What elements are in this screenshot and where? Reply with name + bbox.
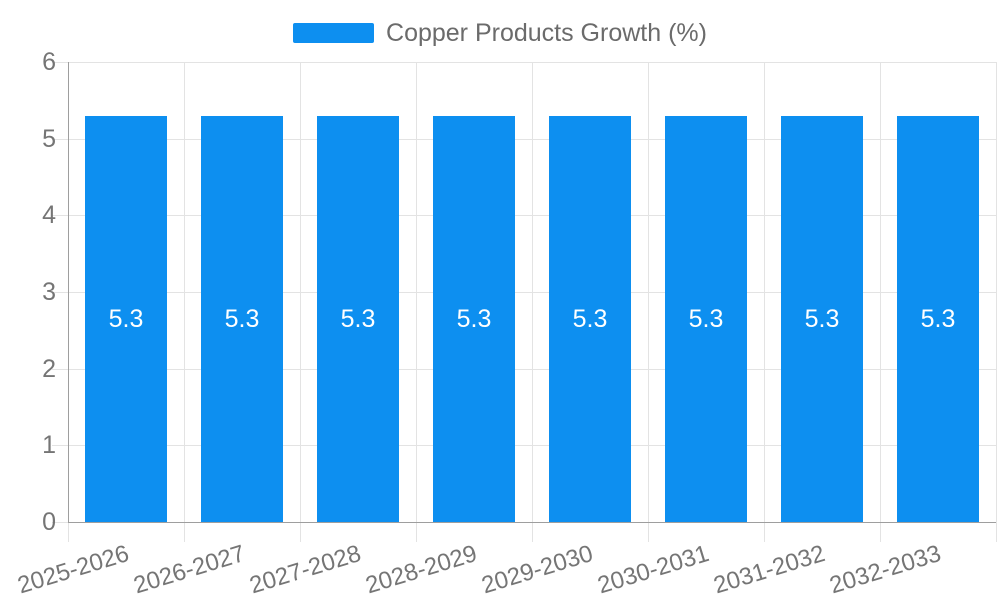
y-axis-tick [52,292,68,293]
x-axis-tick [68,522,69,542]
y-tick-label: 2 [42,354,56,383]
y-tick-label: 0 [42,508,56,536]
x-axis-tick [184,522,185,542]
gridline-vertical [416,62,417,522]
y-axis-line [68,62,69,522]
x-axis-tick [300,522,301,542]
bar[interactable] [433,115,515,522]
y-axis-tick [52,522,68,523]
gridline-vertical [648,62,649,522]
legend-swatch [293,23,375,43]
x-axis-tick [880,522,881,542]
gridline-vertical [300,62,301,522]
x-axis-tick [532,522,533,542]
x-axis-line [68,522,996,523]
bar-value-label: 5.3 [920,304,956,333]
bar[interactable] [549,115,631,522]
bar[interactable] [317,115,399,522]
x-axis-tick [416,522,417,542]
y-axis-tick [52,215,68,217]
y-axis-tick [52,138,68,140]
gridline-vertical [184,62,185,522]
bar-value-label: 5.3 [108,304,144,333]
y-axis-tick [52,445,68,447]
bar[interactable] [897,115,979,522]
y-tick-label: 1 [42,431,56,460]
bar[interactable] [665,115,747,522]
x-axis-tick [648,522,649,542]
legend-label: Copper Products Growth (%) [386,19,707,47]
bar-value-label: 5.3 [224,304,260,333]
y-tick-label: 5 [42,124,56,153]
y-axis-tick [52,368,68,370]
gridline-vertical [764,62,765,522]
bar-value-label: 5.3 [572,304,608,333]
gridline-vertical [880,62,881,522]
y-tick-label: 3 [42,278,56,306]
bar[interactable] [781,115,863,522]
y-tick-label: 6 [42,48,56,76]
gridline-vertical [532,62,533,522]
gridline-vertical [996,62,997,522]
y-tick-label: 4 [42,201,56,230]
x-axis-tick [764,522,765,542]
bar[interactable] [85,115,167,522]
x-axis-tick [996,522,997,542]
bar-value-label: 5.3 [804,304,840,333]
y-axis-tick [52,62,68,63]
bar-value-label: 5.3 [456,304,492,333]
bar-value-label: 5.3 [688,304,724,333]
bar-value-label: 5.3 [340,304,376,333]
legend[interactable]: Copper Products Growth (%) [0,16,1000,50]
bar[interactable] [201,115,283,522]
